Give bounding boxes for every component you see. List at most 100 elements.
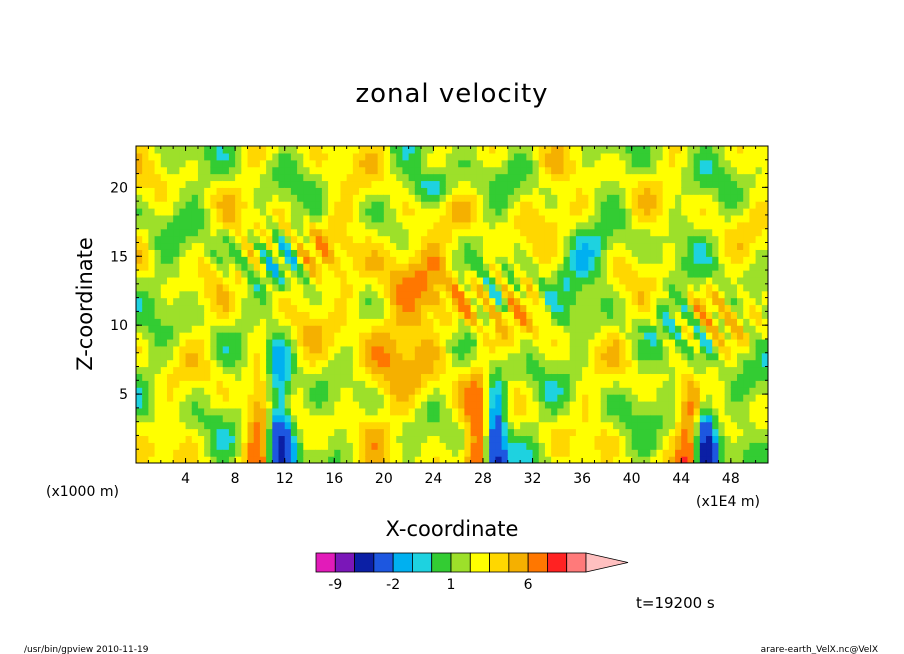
field-cell [588,297,596,306]
field-cell [675,235,682,244]
field-cell [303,146,311,154]
field-cell [390,428,397,437]
field-cell [334,325,342,333]
field-cell [699,400,707,409]
field-cell [433,283,441,292]
field-cell [532,373,540,381]
field-cell [303,325,311,333]
field-cell [452,338,459,347]
field-cell [482,297,490,306]
field-cell [278,187,286,195]
field-cell [644,380,651,388]
field-cell [390,442,397,450]
field-cell [600,283,608,292]
field-cell [650,297,658,306]
field-cell [439,311,447,319]
field-cell [520,290,527,299]
field-cell [452,159,459,168]
field-cell [154,283,162,292]
field-cell [402,366,410,375]
field-cell [297,159,304,168]
field-cell [600,380,608,388]
field-cell [625,290,633,299]
field-cell [755,214,763,223]
field-cell [526,221,534,230]
field-cell [582,290,589,299]
field-cell [718,235,726,244]
field-cell [507,235,515,244]
field-cell [482,180,490,188]
field-cell [421,338,428,347]
field-cell [315,194,323,202]
field-cell [600,304,608,312]
field-cell [532,270,540,278]
field-cell [532,276,540,285]
field-cell [588,263,596,271]
field-cell [136,373,143,381]
field-cell [210,283,218,292]
field-cell [259,228,267,237]
field-cell [365,256,373,264]
field-cell [204,380,211,388]
field-cell [582,449,589,457]
field-cell [513,276,521,285]
field-cell [668,435,676,443]
field-cell [489,228,496,237]
field-cell [699,180,707,188]
field-cell [191,152,199,161]
field-cell [458,421,465,430]
field-cell [340,400,348,409]
field-cell [631,435,639,443]
field-cell [228,242,236,250]
field-cell [148,297,156,306]
field-cell [699,201,707,209]
field-cell [470,394,478,402]
field-cell [148,276,156,285]
field-cell [136,152,143,161]
field-cell [421,414,428,423]
field-cell [390,414,397,423]
field-cell [507,449,515,457]
field-cell [755,242,763,250]
field-cell [594,338,602,347]
field-cell [619,338,627,347]
field-cell [501,380,509,388]
field-cell [526,366,534,375]
field-cell [743,352,751,361]
field-cell [482,159,490,168]
field-cell [408,208,416,216]
field-cell [625,166,633,175]
field-cell [495,290,503,299]
field-cell [743,159,751,168]
field-cell [489,435,496,443]
field-cell [712,304,720,312]
field-cell [532,208,540,216]
field-cell [359,373,366,381]
field-cell [619,228,627,237]
field-cell [737,311,744,319]
field-cell [458,366,465,375]
field-cell [247,456,255,463]
field-cell [173,338,180,347]
field-cell [662,449,670,457]
field-cell [718,201,726,209]
field-cell [235,304,242,312]
field-cell [495,276,503,285]
field-cell [749,435,757,443]
field-cell [247,442,255,450]
field-cell [154,414,162,423]
field-cell [761,421,768,430]
field-cell [706,318,713,326]
field-cell [743,166,751,175]
field-cell [148,242,156,250]
field-cell [588,159,596,168]
field-cell [340,428,348,437]
field-cell [507,152,515,161]
field-cell [575,276,583,285]
field-cell [588,352,596,361]
field-cell [427,297,435,306]
field-cell [761,407,768,416]
field-cell [507,228,515,237]
field-cell [191,366,199,375]
field-cell [204,400,211,409]
